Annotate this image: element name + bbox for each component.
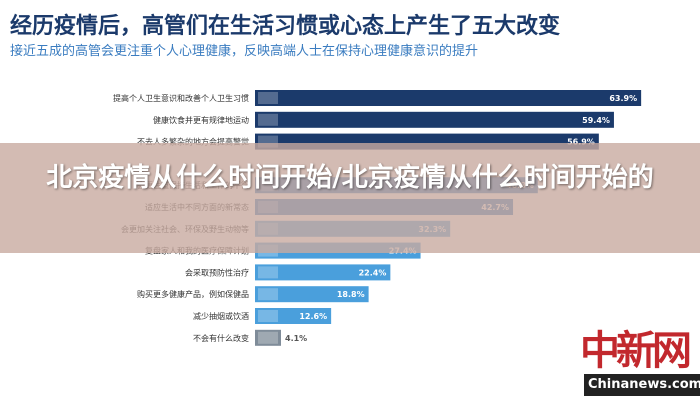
bar-row: 购买更多健康产品，例如保健品 18.8% — [137, 286, 369, 303]
value-label: 59.4% — [582, 116, 610, 125]
bar-icon — [258, 266, 278, 279]
bar-row: 不会有什么改变 4.1% — [193, 329, 307, 346]
bar-icon — [258, 310, 278, 322]
headline-text: 北京疫情从什么时间开始/北京疫情从什么时间开始的 — [46, 163, 654, 193]
category-label: 购买更多健康产品，例如保健品 — [137, 289, 249, 299]
value-label: 22.4% — [359, 268, 387, 277]
bar-icon — [258, 92, 278, 104]
chart-subtitle: 接近五成的高管会更注重个人心理健康，反映高端人士在保持心理健康意识的提升 — [10, 44, 479, 59]
chart-title: 经历疫情后，高管们在生活习惯或心态上产生了五大改变 — [10, 14, 561, 39]
bar-icon — [258, 113, 278, 126]
category-label: 会采取预防性治疗 — [185, 267, 249, 277]
category-label: 不去人多繁杂的地方会提高警觉 — [137, 137, 249, 147]
category-label: 不会有什么改变 — [193, 333, 249, 343]
bar — [255, 111, 614, 128]
value-label: 56.9% — [567, 138, 595, 147]
category-label: 健康饮食并更有规律地运动 — [153, 115, 249, 125]
bar — [255, 90, 642, 106]
bar-row: 会采取预防性治疗 22.4% — [185, 264, 391, 281]
bar-row: 提高个人卫生意识和改善个人卫生习惯 63.9% — [113, 90, 642, 106]
bar — [255, 264, 391, 281]
bar-icon — [258, 331, 278, 344]
value-label: 18.8% — [337, 290, 365, 299]
value-label: 63.9% — [609, 94, 637, 103]
bar — [255, 308, 332, 324]
bar-row: 减少抽烟或饮酒 12.6% — [193, 308, 332, 324]
bar-row: 健康饮食并更有规律地运动 59.4% — [153, 111, 614, 128]
category-label: 减少抽烟或饮酒 — [193, 311, 249, 321]
bar-icon — [258, 288, 278, 301]
bar — [255, 329, 281, 346]
headline-banner — [0, 143, 700, 253]
value-label: 4.1% — [285, 334, 307, 343]
value-label: 12.6% — [299, 312, 327, 321]
category-label: 提高个人卫生意识和改善个人卫生习惯 — [113, 93, 249, 103]
watermark-site: Chinanews.com — [584, 374, 700, 396]
watermark-logo: 中新网 — [580, 327, 692, 374]
bar — [255, 286, 369, 303]
